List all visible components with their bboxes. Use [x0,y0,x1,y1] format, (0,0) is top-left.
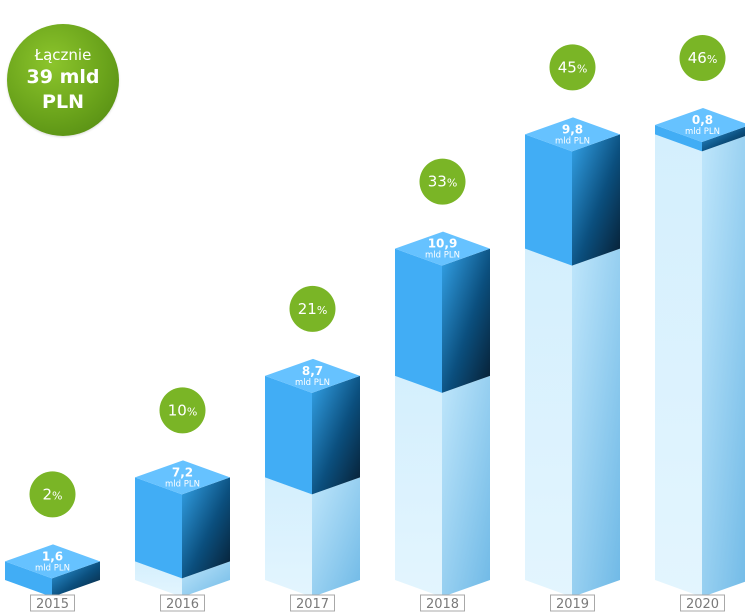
value-unit-label: mld PLN [165,479,200,489]
value-label: 8,7 [302,364,323,378]
bar-new-front [395,248,442,393]
percent-label: 45% [558,58,588,76]
bar-prev-front [655,134,702,598]
bar-new-front [5,561,52,597]
year-box [30,594,75,612]
year-label: 2015 [36,597,69,612]
percent-label: 2% [43,485,63,503]
percent-badge [419,158,466,205]
percent-badge [549,44,596,91]
value-unit-label: mld PLN [295,378,330,388]
percent-label: 46% [688,49,718,67]
year-label: 2019 [556,597,589,612]
bar-new-side [572,134,620,266]
bar-new-front [525,134,572,266]
value-unit-label: mld PLN [555,136,590,146]
bar-new-front [135,477,182,579]
value-label: 10,9 [428,237,458,251]
total-label: Łącznie [34,45,92,64]
bar-top [135,460,230,495]
bar-prev-side [312,477,360,597]
bar-top [525,117,620,152]
value-label: 9,8 [562,122,583,136]
bar-prev-side [702,136,745,597]
value-label: 0,8 [692,113,713,127]
year-label: 2017 [296,597,329,612]
year-label: 2016 [166,597,199,612]
bar-top [265,358,360,393]
bar-prev-front [395,375,442,597]
bar-2019 [525,117,620,597]
bar-prev-front [135,561,182,597]
year-box [420,594,465,612]
bar-new-side [442,248,490,393]
bar-top [655,108,745,142]
percent-label: 10% [168,401,198,419]
bar-2015 [5,544,100,597]
bar-prev-side [572,248,620,597]
bar-prev-side [442,375,490,597]
bar-top [5,544,100,579]
percent-badge [29,471,76,518]
bar-prev-front [265,477,312,597]
bar-new-side [182,477,230,579]
percent-badge [679,35,726,81]
year-label: 2018 [426,597,459,612]
bar-2016 [135,460,230,597]
year-box [160,594,205,612]
bar-new-side [52,561,100,597]
bar-prev-front [525,248,572,597]
year-box [290,594,335,612]
percent-badge [289,285,336,332]
bar-prev-side [182,561,230,597]
value-unit-label: mld PLN [685,127,720,137]
value-label: 7,2 [172,465,193,479]
year-box [680,594,725,612]
bar-new-side [312,375,360,495]
total-value: 39 mld [26,65,100,88]
percent-label: 33% [428,173,458,191]
percent-badge [159,387,206,434]
total-unit: PLN [42,90,84,113]
value-unit-label: mld PLN [35,563,70,573]
bar-2020 [655,108,745,598]
value-label: 1,6 [42,549,63,563]
bar-new-front [265,375,312,495]
percent-label: 21% [298,300,328,318]
year-label: 2020 [686,597,719,612]
year-box [550,594,595,612]
total-badge: Łącznie 39 mld PLN [7,24,119,136]
bar-new-side [702,126,745,152]
value-unit-label: mld PLN [425,251,460,261]
bar-2017 [265,358,360,597]
bar-2018 [395,231,490,597]
bar-top [395,231,490,266]
bar-new-front [655,125,702,152]
